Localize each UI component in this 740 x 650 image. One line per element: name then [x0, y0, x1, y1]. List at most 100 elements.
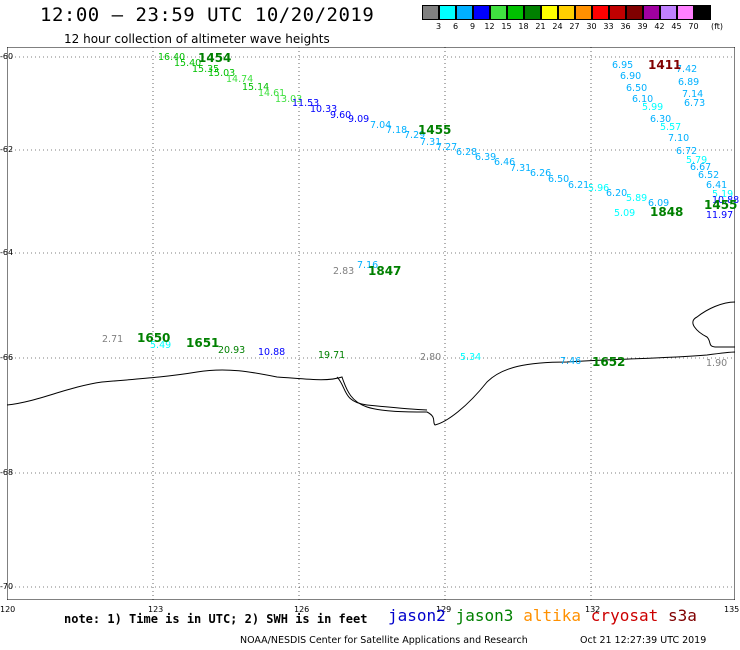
- legend-swatch: [677, 5, 694, 20]
- wave-height-value: 7.16: [357, 260, 379, 271]
- wave-height-value: 6.21: [568, 180, 590, 191]
- track-time-label: 1848: [650, 205, 684, 219]
- wave-height-value: 15.35: [192, 64, 220, 75]
- lat-tick-label: -64: [0, 248, 14, 257]
- legend-label: 33: [603, 22, 614, 31]
- wave-height-value: 6.30: [650, 114, 672, 125]
- wave-height-value: 5.09: [614, 208, 636, 219]
- legend-swatch: [660, 5, 677, 20]
- wave-height-value: 9.60: [330, 110, 352, 121]
- lat-tick-label: -68: [0, 468, 14, 477]
- wave-height-value: 1.90: [706, 358, 728, 369]
- coastline: [7, 351, 735, 426]
- legend-label: 70: [688, 22, 699, 31]
- legend-label: 45: [671, 22, 682, 31]
- wave-height-value: 2.71: [102, 334, 124, 345]
- track-time-label: 1455: [418, 123, 452, 137]
- wave-height-value: 6.52: [698, 170, 720, 181]
- legend-swatch: [575, 5, 592, 20]
- track-time-label: 1411: [648, 58, 682, 72]
- wave-height-value: 6.50: [548, 174, 570, 185]
- legend-swatch: [558, 5, 575, 20]
- wave-height-value: 5.19: [712, 189, 734, 200]
- legend-label: 18: [518, 22, 529, 31]
- wave-height-value: 5.57: [660, 122, 682, 133]
- legend-label: 27: [569, 22, 580, 31]
- wave-height-value: 19.71: [318, 350, 346, 361]
- wave-height-value: 6.39: [475, 152, 497, 163]
- wave-height-value: 6.72: [676, 146, 698, 157]
- legend-label: 12: [484, 22, 495, 31]
- timestamp: Oct 21 12:27:39 UTC 2019: [580, 635, 707, 646]
- legend-label: 36: [620, 22, 631, 31]
- wave-height-value: 6.90: [620, 71, 642, 82]
- wave-height-value: 15.14: [242, 82, 270, 93]
- wave-height-value: 6.95: [612, 60, 634, 71]
- legend-label: 24: [552, 22, 563, 31]
- wave-height-value: 6.41: [706, 180, 728, 191]
- wave-height-value: 9.09: [348, 114, 370, 125]
- wave-height-value: 6.26: [530, 168, 552, 179]
- wave-height-value: 5.79: [686, 155, 708, 166]
- legend-swatch: [541, 5, 558, 20]
- wave-height-value: 14.61: [258, 88, 286, 99]
- coastline-inner: [336, 376, 428, 411]
- wave-height-value: 7.10: [668, 133, 690, 144]
- legend-label: 3: [435, 22, 442, 31]
- wave-height-value: 7.14: [682, 89, 704, 100]
- lon-tick-label: 123: [148, 605, 164, 614]
- legend-swatch: [490, 5, 507, 20]
- wave-height-value: 2.83: [333, 266, 355, 277]
- wave-height-value: 7.04: [370, 120, 392, 131]
- wave-height-value: 20.93: [218, 345, 246, 356]
- lon-tick-label: 129: [436, 605, 452, 614]
- wave-height-value: 6.46: [494, 157, 516, 168]
- wave-height-value: 7.46: [560, 356, 582, 367]
- legend-swatch: [439, 5, 456, 20]
- wave-height-value: 15.03: [208, 68, 236, 79]
- legend-label: 15: [501, 22, 512, 31]
- lon-tick-label: 126: [294, 605, 310, 614]
- legend-label: 6: [452, 22, 459, 31]
- legend-label: 30: [586, 22, 597, 31]
- track-time-label: 1651: [186, 336, 220, 350]
- legend-unit: (ft): [710, 22, 724, 31]
- legend-swatch: [592, 5, 609, 20]
- satellite-label: jason2: [388, 606, 446, 625]
- map-frame: [7, 47, 735, 600]
- wave-height-value: 7.42: [676, 64, 698, 75]
- wave-height-value: 10.88: [712, 195, 740, 206]
- wave-height-value: 13.03: [275, 94, 303, 105]
- legend-label: 39: [637, 22, 648, 31]
- island-outline: [692, 301, 735, 348]
- lat-tick-label: -60: [0, 52, 14, 61]
- lat-tick-label: -66: [0, 353, 14, 362]
- credit: NOAA/NESDIS Center for Satellite Applica…: [240, 635, 528, 646]
- graticule: [7, 47, 735, 600]
- satellite-label: jason3: [455, 606, 514, 625]
- legend-swatch: [609, 5, 626, 20]
- wave-height-value: 14.74: [226, 74, 254, 85]
- wave-height-value: 5.96: [588, 183, 610, 194]
- satellite-label: altika: [523, 606, 581, 625]
- wave-height-value: 6.73: [684, 98, 706, 109]
- wave-height-value: 7.31: [420, 137, 442, 148]
- wave-height-value: 15.40: [174, 58, 202, 69]
- legend-swatch: [524, 5, 541, 20]
- legend-swatch: [643, 5, 660, 20]
- legend-swatch: [473, 5, 490, 20]
- wave-height-value: 7.27: [436, 142, 458, 153]
- lat-tick-label: -70: [0, 582, 14, 591]
- wave-height-value: 2.80: [420, 352, 442, 363]
- legend-label: 21: [535, 22, 546, 31]
- lon-tick-label: 120: [0, 605, 16, 614]
- wave-height-value: 7.31: [510, 163, 532, 174]
- track-time-label: 1652: [592, 355, 626, 369]
- wave-height-value: 5.34: [460, 352, 482, 363]
- legend-swatch: [694, 5, 711, 20]
- wave-height-value: 5.89: [626, 193, 648, 204]
- wave-height-value: 11.97: [706, 210, 734, 221]
- track-time-label: 1650: [137, 331, 171, 345]
- wave-height-value: 10.33: [310, 104, 338, 115]
- satellite-label: cryosat: [590, 606, 659, 625]
